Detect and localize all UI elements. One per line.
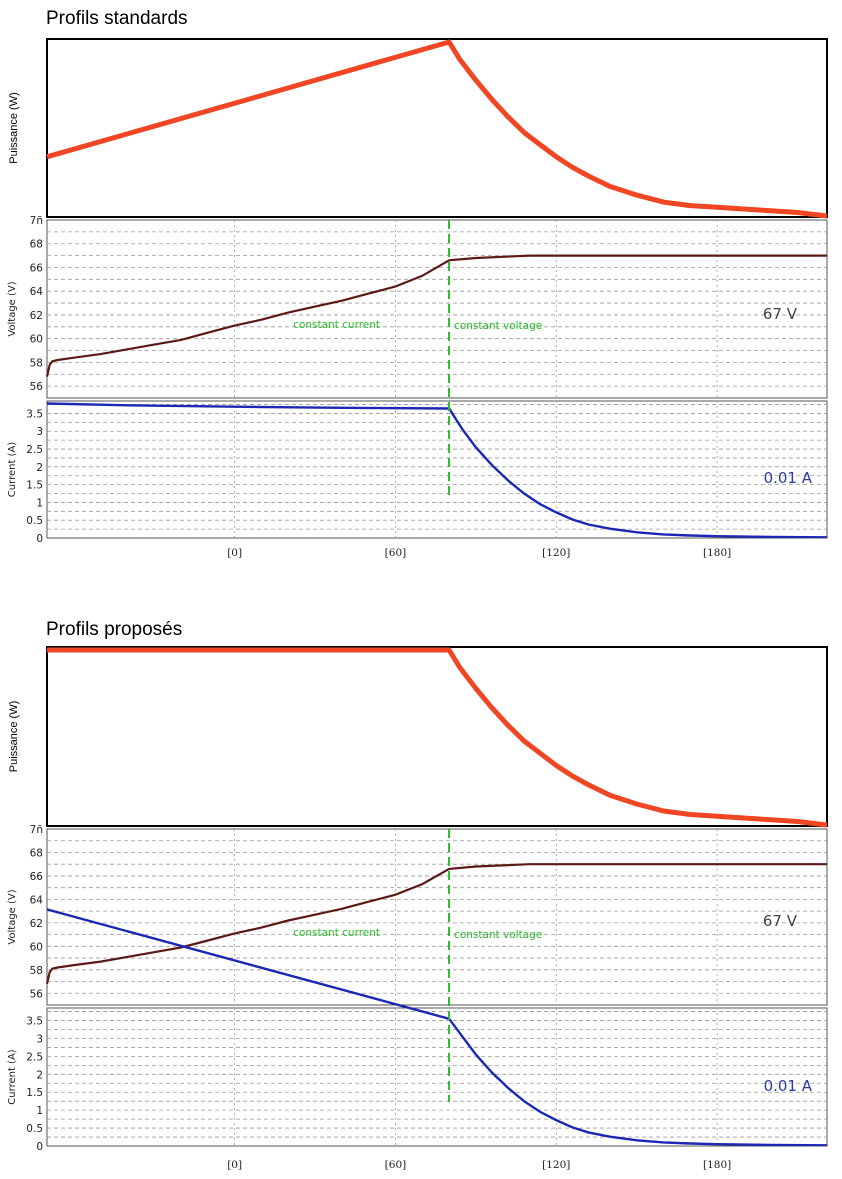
current-plot-frame bbox=[46, 400, 828, 539]
voltage-plot-frame bbox=[46, 219, 828, 399]
voltage-series-line bbox=[45, 863, 827, 985]
current-tick-label: 2 bbox=[36, 462, 43, 474]
x-tick-label: [180] bbox=[703, 547, 731, 559]
current-tick-label: 1.5 bbox=[26, 480, 43, 492]
voltage-plot-frame bbox=[46, 828, 828, 1006]
voltage-tick-label: 64 bbox=[30, 286, 44, 298]
voltage-tick-label: 62 bbox=[30, 310, 43, 322]
current-series-line bbox=[47, 402, 827, 538]
current-tick-label: 1 bbox=[36, 497, 43, 509]
current-tick-label: 1.5 bbox=[26, 1087, 43, 1099]
x-tick-label: [60] bbox=[385, 547, 407, 559]
current-tick-label: 3.5 bbox=[26, 1016, 43, 1028]
current-tick-label: 2 bbox=[36, 1069, 43, 1081]
voltage-tick-label: 60 bbox=[30, 941, 43, 953]
voltage-tick-label: 58 bbox=[30, 357, 43, 369]
voltage-tick-label: 60 bbox=[30, 334, 43, 346]
x-tick-label: [120] bbox=[542, 547, 570, 559]
voltage-tick-label: 66 bbox=[30, 871, 44, 883]
x-tick-label: [0] bbox=[227, 547, 242, 559]
constant-current-label: constant current bbox=[293, 927, 380, 939]
current-readout: 0.01 A bbox=[764, 1077, 813, 1095]
x-tick-label: [120] bbox=[542, 1159, 570, 1171]
current-tick-label: 3 bbox=[36, 426, 43, 438]
voltage-tick-label: 7ñ bbox=[30, 824, 43, 836]
power-plot-frame bbox=[46, 646, 828, 827]
current-tick-label: 0.5 bbox=[26, 1123, 43, 1135]
voltage-tick-label: 68 bbox=[30, 847, 43, 859]
current-tick-label: 3 bbox=[36, 1033, 43, 1045]
current-tick-label: 0 bbox=[36, 1141, 43, 1153]
constant-voltage-label: constant voltage bbox=[454, 320, 542, 332]
current-tick-label: 3.5 bbox=[26, 408, 43, 420]
voltage-tick-label: 58 bbox=[30, 965, 43, 977]
power-axis-label: Puissance (W) bbox=[8, 92, 20, 164]
voltage-axis-label: Voltage (V) bbox=[7, 889, 18, 944]
current-tick-label: 2.5 bbox=[26, 1051, 43, 1063]
constant-voltage-label: constant voltage bbox=[454, 929, 542, 941]
current-tick-label: 0.5 bbox=[26, 515, 43, 527]
constant-current-label: constant current bbox=[293, 319, 380, 331]
voltage-tick-label: 56 bbox=[30, 988, 44, 1000]
current-tick-label: 0 bbox=[36, 533, 43, 545]
current-plot-frame bbox=[46, 1007, 828, 1147]
current-axis-label: Current (A) bbox=[7, 442, 18, 497]
voltage-tick-label: 7ñ bbox=[30, 215, 43, 227]
current-axis-label: Current (A) bbox=[7, 1049, 18, 1104]
current-readout: 0.01 A bbox=[764, 469, 813, 487]
power-axis-label: Puissance (W) bbox=[8, 701, 20, 773]
x-tick-label: [60] bbox=[385, 1159, 407, 1171]
power-series-line bbox=[46, 39, 828, 219]
voltage-tick-label: 62 bbox=[30, 918, 43, 930]
current-tick-label: 1 bbox=[36, 1105, 43, 1117]
panel-title: Profils proposés bbox=[46, 619, 182, 640]
x-tick-label: [0] bbox=[227, 1159, 242, 1171]
voltage-axis-label: Voltage (V) bbox=[7, 281, 18, 336]
voltage-readout: 67 V bbox=[763, 305, 798, 323]
x-tick-label: [180] bbox=[703, 1159, 731, 1171]
voltage-tick-label: 66 bbox=[30, 262, 44, 274]
power-plot-frame bbox=[46, 38, 828, 218]
voltage-tick-label: 68 bbox=[30, 239, 43, 251]
voltage-series-line bbox=[45, 254, 827, 377]
panel-title: Profils standards bbox=[46, 8, 188, 29]
voltage-tick-label: 64 bbox=[30, 894, 44, 906]
power-series-line bbox=[47, 647, 828, 828]
current-tick-label: 2.5 bbox=[26, 444, 43, 456]
current-series-line bbox=[47, 908, 827, 1146]
voltage-readout: 67 V bbox=[763, 912, 798, 930]
voltage-tick-label: 56 bbox=[30, 381, 44, 393]
